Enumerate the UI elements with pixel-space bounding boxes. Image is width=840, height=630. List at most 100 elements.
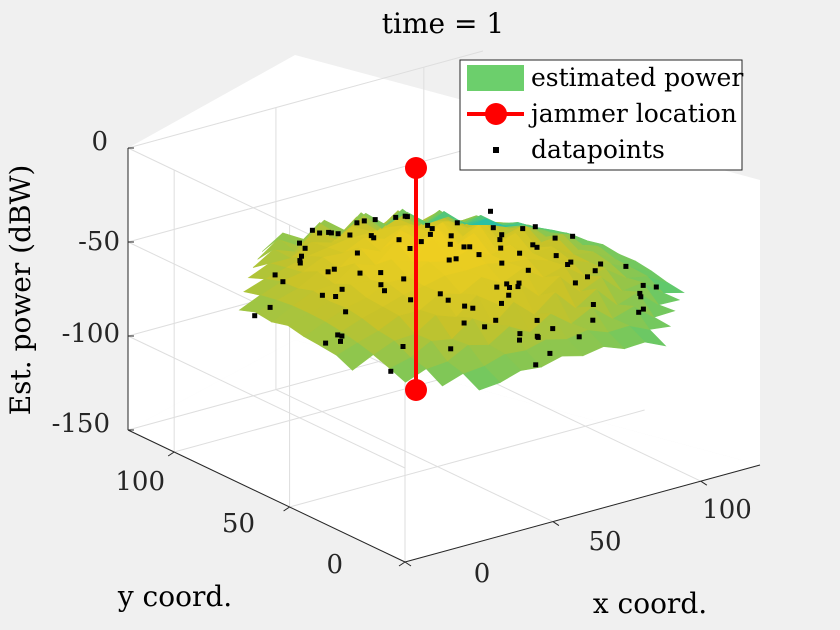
- jammer-location: [405, 157, 427, 401]
- datapoint: [493, 317, 499, 323]
- datapoint: [534, 244, 540, 250]
- z-tick-label: 0: [91, 127, 108, 157]
- datapoint: [299, 253, 304, 259]
- y-tick-label: 0: [326, 550, 343, 580]
- datapoint: [490, 225, 496, 231]
- datapoint: [476, 252, 482, 258]
- datapoint: [418, 239, 424, 245]
- datapoint: [319, 292, 325, 298]
- datapoint: [357, 270, 363, 276]
- datapoint: [576, 334, 582, 340]
- datapoint: [361, 218, 367, 224]
- legend-swatch-datapoints: [493, 147, 499, 153]
- datapoint: [429, 226, 435, 232]
- datapoint: [506, 292, 512, 298]
- grid-line: [127, 50, 484, 149]
- datapoint: [297, 240, 302, 246]
- datapoint: [565, 262, 571, 267]
- datapoint: [572, 280, 578, 286]
- datapoint: [482, 324, 488, 330]
- datapoint: [267, 304, 273, 310]
- datapoint: [515, 284, 521, 290]
- x-axis-label: x coord.: [593, 587, 707, 620]
- datapoint: [297, 258, 303, 264]
- datapoint: [550, 326, 556, 332]
- legend-label-datapoints: datapoints: [531, 135, 665, 164]
- datapoint: [445, 297, 451, 303]
- x-tick-label: 0: [474, 559, 491, 589]
- datapoint: [328, 230, 334, 236]
- datapoint: [404, 214, 410, 220]
- datapoint: [568, 259, 574, 265]
- datapoint: [585, 274, 590, 280]
- legend: estimated power jammer location datapoin…: [459, 59, 743, 171]
- datapoint: [347, 232, 353, 238]
- legend-label-estimated-power: estimated power: [531, 63, 743, 92]
- x-tick-mark: [552, 521, 560, 526]
- axis-lines: [127, 147, 761, 567]
- datapoint: [388, 368, 394, 374]
- grid-line: [127, 335, 406, 469]
- y-tick-label: 50: [222, 509, 255, 539]
- datapoint: [382, 288, 387, 294]
- datapoint: [339, 286, 345, 292]
- datapoint: [640, 282, 646, 288]
- datapoint: [637, 290, 643, 296]
- datapoint: [520, 226, 526, 232]
- datapoint: [317, 230, 323, 236]
- datapoint: [533, 362, 539, 368]
- datapoint: [488, 208, 493, 214]
- datapoint: [470, 305, 476, 311]
- z-tick-label: -100: [62, 319, 120, 349]
- datapoint: [454, 220, 460, 226]
- surface-patch: [261, 232, 300, 252]
- grid-line: [289, 409, 645, 508]
- datapoint: [517, 250, 523, 256]
- datapoint: [507, 285, 512, 290]
- jammer-marker-bottom: [405, 379, 427, 401]
- y-tick-label: 100: [115, 467, 165, 497]
- datapoint: [638, 294, 644, 300]
- datapoint: [338, 338, 343, 344]
- datapoint: [547, 350, 553, 356]
- datapoint: [448, 346, 454, 352]
- datapoint: [335, 231, 341, 237]
- datapoint: [516, 280, 522, 286]
- datapoint: [447, 241, 453, 247]
- datapoint: [453, 256, 459, 262]
- x-tick-mark: [404, 561, 412, 567]
- datapoint: [401, 276, 407, 282]
- z-tick-label: -150: [52, 409, 110, 439]
- datapoint: [446, 257, 452, 263]
- datapoint: [570, 233, 576, 239]
- datapoint: [461, 244, 467, 250]
- y-axis-label: y coord.: [117, 580, 232, 613]
- legend-label-jammer-location: jammer location: [528, 99, 737, 128]
- datapoint: [640, 306, 646, 312]
- datapoint: [400, 344, 406, 349]
- datapoint: [335, 332, 341, 338]
- datapoint: [396, 237, 402, 243]
- datapoint: [407, 246, 413, 251]
- datapoint: [498, 245, 504, 251]
- datapoint: [504, 281, 510, 287]
- datapoint: [553, 253, 559, 259]
- x-tick-mark: [700, 480, 708, 486]
- datapoint: [331, 266, 337, 272]
- datapoint: [323, 340, 329, 346]
- legend-swatch-jammer-marker: [485, 103, 507, 125]
- datapoint: [448, 233, 454, 239]
- datapoint: [333, 294, 339, 299]
- datapoint: [393, 214, 399, 220]
- y-tick-mark: [167, 451, 175, 457]
- datapoint: [497, 237, 503, 243]
- datapoint: [343, 309, 349, 315]
- y-tick-mark: [283, 506, 290, 512]
- datapoint: [325, 269, 331, 275]
- datapoint: [499, 260, 505, 266]
- datapoint: [467, 244, 473, 250]
- datapoint: [517, 331, 523, 337]
- datapoint: [532, 224, 538, 230]
- datapoint: [309, 227, 315, 233]
- datapoint: [425, 222, 431, 228]
